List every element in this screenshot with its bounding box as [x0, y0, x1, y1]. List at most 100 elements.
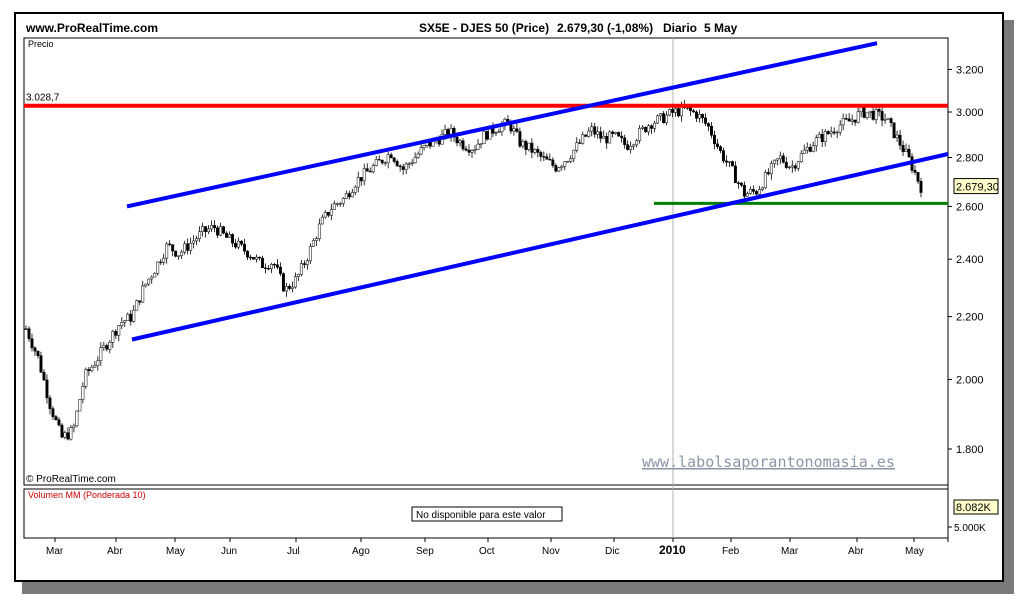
candle-body	[476, 143, 480, 150]
candle-body	[847, 118, 851, 122]
candle-body	[63, 432, 67, 438]
candle-body	[267, 267, 270, 270]
candle-body	[916, 172, 920, 182]
candle-body	[290, 286, 294, 289]
candle-body	[865, 112, 869, 118]
candle-body	[871, 110, 875, 120]
candle-body	[805, 147, 809, 151]
candle-body	[482, 131, 486, 144]
candle-body	[314, 238, 318, 241]
candle-body	[898, 134, 902, 146]
candle-body	[581, 134, 585, 144]
candle-body	[404, 163, 408, 170]
candle-body	[772, 159, 776, 164]
candle-body	[120, 322, 124, 326]
candle-body	[572, 149, 576, 159]
candle-body	[796, 161, 800, 169]
x-tick-label: Nov	[542, 546, 560, 557]
candle-body	[820, 134, 824, 143]
candle-body	[766, 172, 770, 175]
candle-body	[814, 137, 818, 147]
candle-body	[823, 131, 827, 143]
candle-body	[521, 141, 525, 147]
candle-body	[243, 243, 246, 252]
candle-body	[907, 148, 911, 157]
candle-body	[389, 154, 393, 159]
candle-body	[590, 126, 594, 132]
x-tick-label: Mar	[781, 546, 799, 557]
candle-body	[153, 272, 157, 278]
candle-body	[144, 283, 148, 287]
site-title[interactable]: www.ProRealTime.com	[26, 21, 159, 35]
candle-body	[539, 152, 543, 157]
candle-body	[557, 167, 561, 172]
candle-body	[296, 274, 300, 277]
candle-body	[311, 240, 315, 247]
candle-body	[338, 203, 342, 205]
candle-body	[150, 276, 154, 280]
last-price-tag	[953, 178, 999, 195]
candle-body	[93, 365, 97, 368]
y-tick-label: 2.400	[956, 254, 984, 266]
candle-body	[75, 410, 79, 427]
candle-body	[78, 399, 82, 412]
candle-body	[778, 155, 782, 160]
candle-body	[168, 243, 172, 245]
candle-body	[644, 126, 648, 133]
candle-body	[96, 360, 100, 366]
candle-body	[704, 117, 707, 124]
candle-body	[724, 160, 728, 163]
candle-body	[437, 139, 441, 145]
candle-body	[721, 150, 725, 162]
candle-body	[497, 131, 501, 133]
candle-body	[299, 263, 303, 275]
candle-body	[677, 108, 680, 117]
candle-body	[24, 328, 28, 330]
candle-body	[210, 225, 214, 230]
candle-body	[554, 165, 558, 172]
candle-body	[623, 137, 627, 145]
copyright-label: © ProRealTime.com	[26, 474, 116, 485]
candle-body	[320, 216, 324, 225]
candle-body	[213, 225, 217, 229]
candle-body	[841, 118, 845, 126]
candle-body	[377, 159, 381, 161]
candle-body	[569, 158, 573, 162]
candle-body	[578, 142, 582, 144]
candle-body	[467, 149, 471, 153]
candle-body	[392, 157, 396, 162]
volume-y-tick-label: 5.000K	[954, 523, 986, 534]
candle-body	[335, 203, 339, 205]
candle-body	[90, 366, 94, 371]
candle-body	[231, 234, 234, 244]
candle-body	[692, 110, 695, 113]
candle-body	[817, 134, 821, 138]
candle-body	[593, 126, 597, 135]
candle-body	[222, 226, 226, 234]
candle-body	[183, 243, 187, 253]
candle-body	[458, 140, 462, 144]
candle-body	[853, 119, 857, 123]
candle-body	[428, 142, 432, 147]
x-tick-label: Sep	[416, 546, 434, 557]
x-tick-label: May	[905, 546, 924, 557]
candle-body	[641, 126, 645, 129]
x-tick-label: Dic	[605, 546, 619, 557]
candle-body	[874, 109, 878, 120]
candle-body	[123, 320, 127, 323]
candle-body	[135, 300, 139, 311]
candle-body	[57, 419, 61, 426]
candle-body	[889, 118, 893, 123]
candle-body	[27, 328, 31, 340]
candle-body	[611, 131, 615, 134]
x-tick-label: Ago	[352, 546, 370, 557]
candle-body	[638, 128, 642, 141]
y-tick-label: 3.200	[956, 64, 984, 76]
candle-body	[192, 240, 196, 244]
candle-body	[730, 161, 734, 167]
y-tick-label: 2.200	[956, 312, 984, 324]
channel-upper-line	[126, 41, 878, 209]
candle-body	[718, 146, 722, 151]
candle-body	[781, 155, 785, 163]
candle-body	[386, 154, 390, 164]
